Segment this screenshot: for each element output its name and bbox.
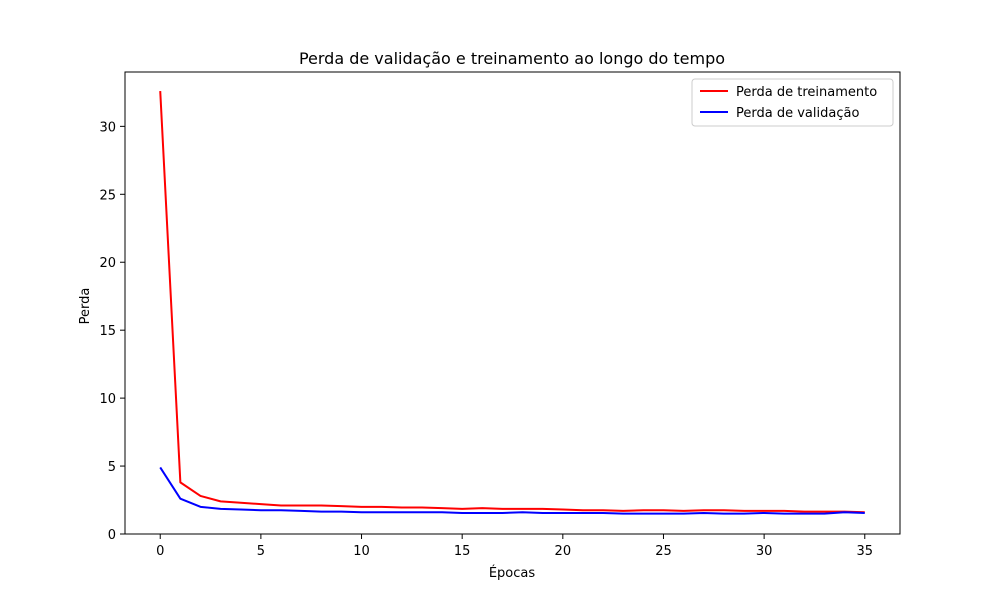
x-axis-label: Épocas xyxy=(489,565,536,581)
y-tick-label: 0 xyxy=(108,528,116,543)
y-tick-label: 15 xyxy=(99,324,116,339)
x-tick-label: 0 xyxy=(156,544,164,559)
y-tick-label: 20 xyxy=(99,256,116,271)
series-line-1 xyxy=(159,90,865,514)
x-tick-label: 35 xyxy=(856,544,873,559)
x-tick-label: 30 xyxy=(756,544,773,559)
legend-label-2: Perda de validação xyxy=(736,106,859,121)
x-tick-label: 10 xyxy=(353,544,370,559)
y-tick-label: 25 xyxy=(99,188,116,203)
y-tick-label: 10 xyxy=(99,392,116,407)
series-line-2 xyxy=(159,466,865,515)
legend-box xyxy=(691,78,894,127)
x-tick-label: 20 xyxy=(555,544,572,559)
legend-label-1: Perda de treinamento xyxy=(736,85,877,100)
legend: Perda de treinamento Perda de validação xyxy=(691,78,894,127)
plot-area: 0 5 10 15 20 25 30 35 0 5 10 15 20 25 30 xyxy=(99,71,901,559)
y-tick-label: 5 xyxy=(108,460,116,475)
y-axis-label: Perda xyxy=(78,288,93,325)
x-tick-label: 25 xyxy=(655,544,672,559)
plot-frame xyxy=(124,71,901,535)
x-tick-label: 5 xyxy=(257,544,265,559)
chart-title: Perda de validação e treinamento ao long… xyxy=(299,49,725,68)
x-tick-label: 15 xyxy=(454,544,471,559)
y-tick-label: 30 xyxy=(99,120,116,135)
